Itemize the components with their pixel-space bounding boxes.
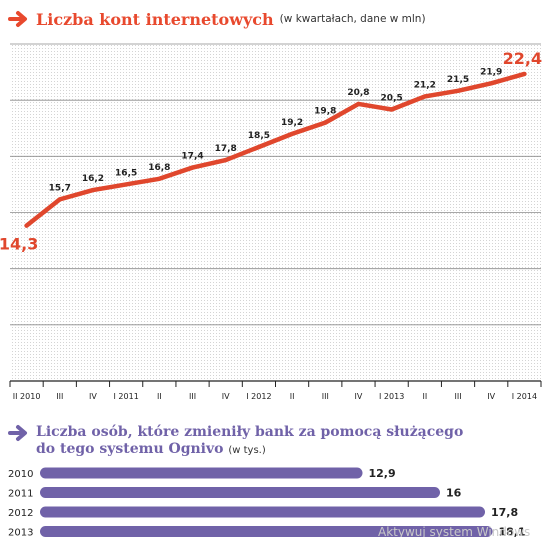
x-tick-label: III (322, 392, 329, 401)
data-label: 21,2 (414, 80, 436, 90)
data-label: 21,9 (480, 67, 502, 77)
data-point (456, 88, 461, 93)
y-tick-label: 2011 (8, 489, 33, 500)
x-tick-label: III (189, 392, 196, 401)
line-chart: II 2010 III IV I 2011 II III IV I 2012 II III IV I … (0, 43, 542, 401)
data-label: 20,8 (347, 88, 369, 98)
x-tick-label: I 2011 (114, 392, 139, 401)
series-line (24, 71, 527, 228)
watermark: Aktywuj system Windows (378, 525, 530, 537)
data-label: 16 (446, 487, 462, 500)
right-arrow-icon (8, 425, 27, 441)
x-tick-label: IV (89, 392, 97, 401)
data-label: 21,5 (447, 75, 469, 85)
x-tick-label: I 2013 (379, 392, 404, 401)
data-point (422, 94, 427, 99)
x-tick-label: IV (487, 392, 495, 401)
data-label: 16,8 (148, 163, 170, 173)
data-label: 22,4 (503, 49, 542, 68)
data-label: 16,2 (82, 174, 104, 184)
data-label: 18,5 (248, 131, 270, 141)
y-tick-label: 2010 (8, 469, 33, 480)
data-point (256, 144, 261, 149)
bar (40, 506, 485, 518)
x-tick-label: III (56, 392, 63, 401)
bar (40, 467, 363, 479)
data-point (522, 71, 527, 76)
data-label: 16,5 (115, 168, 137, 178)
x-tick-label: IV (355, 392, 363, 401)
data-label: 18,1 (499, 526, 526, 537)
line-chart-title-row: Liczba kont internetowych (w kwartałach,… (8, 6, 426, 32)
x-tick-label: II (422, 392, 427, 401)
data-label: 17,4 (181, 152, 203, 162)
data-point (90, 188, 95, 193)
line-chart-title: Liczba kont internetowych (36, 9, 274, 29)
data-label: 19,2 (281, 118, 303, 128)
y-tick-label: 2012 (8, 508, 33, 519)
data-point (489, 81, 494, 86)
data-label: 17,8 (215, 144, 237, 154)
x-tick-label: III (454, 392, 461, 401)
right-arrow-icon (8, 11, 27, 27)
data-label: 15,7 (49, 183, 71, 193)
data-point (356, 101, 361, 106)
data-point (323, 120, 328, 125)
line-chart-subtitle: (w kwartałach, dane w mln) (279, 13, 426, 25)
x-tick-label: II 2010 (13, 392, 41, 401)
data-point (57, 197, 62, 202)
bar-chart-title-row: Liczba osób, które zmieniły bank za pomo… (8, 424, 463, 459)
data-point (290, 131, 295, 136)
bar (40, 487, 440, 498)
x-tick-label: II (290, 392, 295, 401)
data-label: 14,3 (0, 235, 38, 254)
y-tick-label: 2013 (8, 528, 33, 537)
x-tick-label: I 2012 (246, 392, 271, 401)
x-tick-label: II (157, 392, 162, 401)
data-point (190, 165, 195, 170)
bar (40, 526, 493, 537)
data-label: 17,8 (491, 506, 518, 519)
data-point (24, 223, 29, 228)
data-label: 19,8 (314, 107, 336, 117)
bar-chart-title: Liczba osób, które zmieniły bank za pomo… (36, 424, 464, 457)
x-tick-label: IV (222, 392, 230, 401)
data-label: 20,5 (381, 94, 403, 104)
x-tick-label: I 2014 (512, 392, 537, 401)
data-point (124, 182, 129, 187)
data-point (389, 107, 394, 112)
data-point (157, 176, 162, 181)
data-label: 12,9 (369, 467, 396, 480)
data-point (223, 158, 228, 163)
bar-chart-subtitle: (w tys.) (228, 445, 266, 456)
